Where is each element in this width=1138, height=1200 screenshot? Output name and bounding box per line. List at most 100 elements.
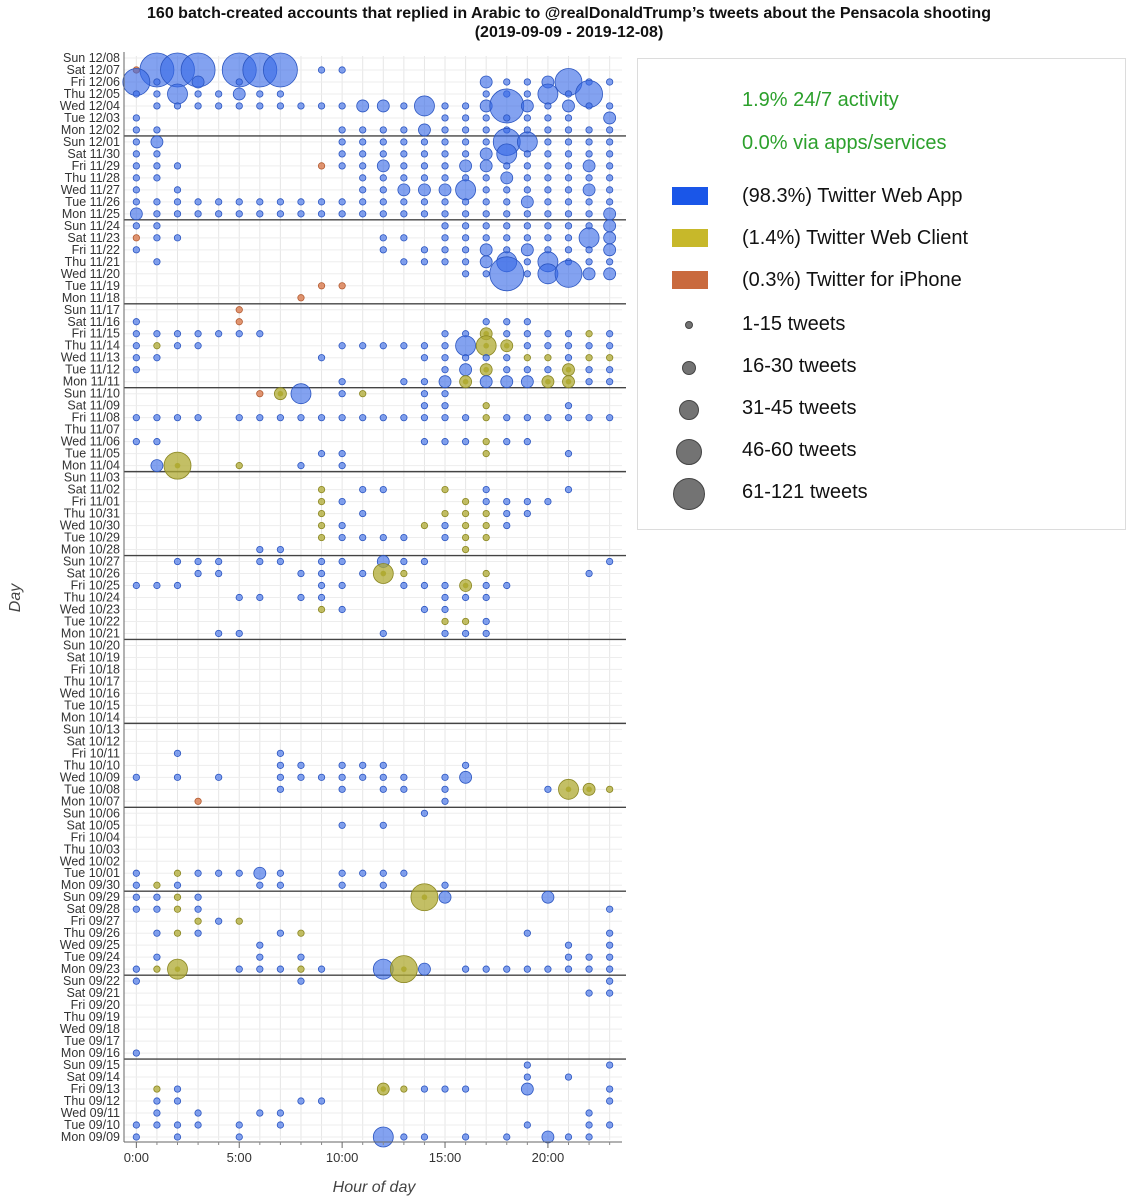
y-tick-label: Tue 10/22 (64, 614, 120, 628)
y-tick-label: Tue 10/01 (64, 866, 120, 880)
data-point (541, 890, 555, 904)
data-point (215, 629, 223, 638)
data-point (235, 629, 243, 638)
data-point (420, 258, 429, 266)
y-tick-label: Sat 11/02 (67, 483, 120, 497)
y-tick-label: Sun 10/27 (63, 555, 120, 569)
data-point (132, 893, 140, 901)
data-point (503, 114, 511, 122)
data-point (215, 773, 223, 781)
data-point (523, 174, 531, 182)
data-point (482, 569, 490, 578)
data-point (420, 414, 429, 422)
data-point (400, 557, 408, 566)
data-point (297, 593, 305, 602)
data-point (317, 354, 326, 362)
data-point (500, 375, 514, 389)
data-point (523, 509, 531, 518)
data-point (482, 318, 490, 326)
data-point (194, 869, 202, 877)
data-point (153, 174, 161, 182)
data-point (606, 366, 614, 374)
data-point (603, 231, 617, 245)
data-point (441, 342, 449, 350)
data-point (585, 174, 593, 182)
y-tick-label: Tue 10/15 (64, 698, 120, 712)
data-point (523, 1061, 531, 1069)
legend-swatch-web-app (672, 187, 708, 205)
data-point (153, 342, 161, 350)
data-point (297, 929, 305, 937)
legend-size-circle-1 (685, 321, 693, 329)
data-point (420, 402, 429, 410)
data-point (564, 174, 573, 182)
y-tick-label: Wed 10/30 (60, 519, 120, 533)
data-point (482, 533, 490, 542)
grid-layer (124, 56, 622, 1140)
data-point (400, 378, 408, 386)
data-point (194, 905, 202, 913)
data-point (441, 773, 449, 781)
data-point (462, 222, 470, 230)
data-point (359, 761, 367, 769)
data-point (379, 186, 387, 194)
y-tick-label: Fri 10/18 (71, 662, 120, 676)
data-point (606, 965, 614, 973)
data-point (338, 210, 346, 218)
y-tick-label: Mon 11/18 (62, 291, 120, 305)
data-point (441, 509, 449, 518)
data-point (173, 893, 182, 901)
data-point (585, 330, 593, 338)
data-point (462, 761, 470, 769)
data-point (256, 102, 264, 110)
data-point (359, 138, 367, 146)
data-point (338, 581, 346, 590)
data-point (338, 198, 346, 206)
data-point (582, 159, 596, 173)
data-point (441, 881, 449, 889)
data-point (564, 953, 573, 961)
data-point (256, 1109, 264, 1117)
data-point (564, 402, 573, 410)
y-tick-label: Fri 11/08 (72, 411, 120, 425)
data-point (482, 198, 490, 206)
data-point (153, 234, 161, 242)
data-point (564, 162, 573, 170)
data-point (153, 126, 161, 134)
data-point (441, 222, 449, 230)
legend-swatch-web-client (672, 229, 708, 247)
data-point (173, 557, 182, 566)
data-point (173, 581, 182, 590)
data-point (338, 138, 346, 146)
data-point (338, 282, 346, 290)
data-point (173, 1133, 182, 1141)
data-point (606, 953, 614, 961)
data-point (379, 773, 387, 781)
x-tick-label: 20:00 (532, 1150, 565, 1165)
y-tick-label: Mon 11/11 (63, 375, 120, 389)
data-point (256, 881, 264, 889)
data-point (379, 821, 387, 829)
legend-size-label-3: 31-45 tweets (742, 397, 857, 419)
y-tick-label: Wed 10/02 (60, 854, 120, 868)
data-point (459, 770, 473, 784)
data-point (523, 414, 531, 422)
data-point (194, 198, 202, 206)
data-point (441, 521, 449, 530)
y-tick-label: Fri 10/25 (71, 579, 120, 593)
data-point (338, 533, 346, 542)
data-point (194, 917, 202, 925)
data-point (420, 246, 429, 254)
data-point (359, 533, 367, 542)
data-point (153, 953, 161, 961)
data-point (132, 581, 140, 590)
data-point (153, 330, 161, 338)
data-point (256, 557, 264, 566)
data-point (441, 629, 449, 638)
data-point (235, 917, 243, 925)
data-point (338, 821, 346, 829)
data-point (482, 90, 490, 98)
data-point (544, 210, 552, 218)
data-point (338, 342, 346, 350)
